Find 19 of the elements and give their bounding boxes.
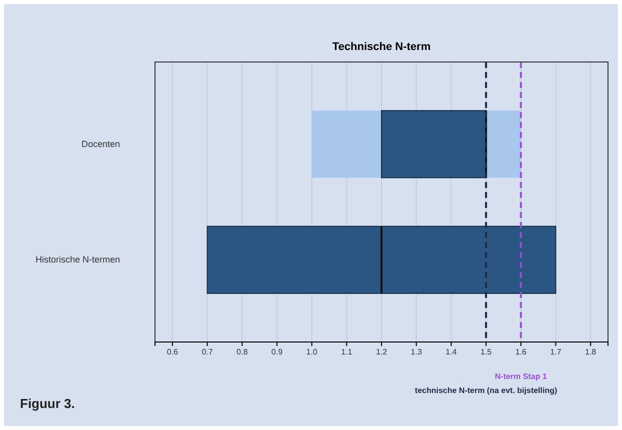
x-tick-label: 0.9 xyxy=(271,348,284,357)
x-tick-label: 1.3 xyxy=(410,348,422,357)
x-tick-label: 1.7 xyxy=(550,348,562,357)
ref-line-label: N-term Stap 1 xyxy=(494,372,548,381)
y-tick-label: Historische N-termen xyxy=(35,254,120,265)
x-tick-label: 1.4 xyxy=(446,348,458,357)
x-tick-label: 1.0 xyxy=(306,348,318,357)
chart-title: Technische N-term xyxy=(332,41,431,53)
text: Figuur 3. xyxy=(20,396,75,411)
x-tick-label: 0.8 xyxy=(236,348,248,357)
x-tick-label: 1.5 xyxy=(480,348,492,357)
x-tick-label: 1.8 xyxy=(585,348,597,357)
x-tick-label: 1.2 xyxy=(376,348,388,357)
x-tick-label: 0.6 xyxy=(166,348,179,357)
y-tick-label: Docenten xyxy=(81,139,120,150)
x-tick-label: 0.7 xyxy=(202,348,214,357)
x-tick-label: 1.1 xyxy=(341,348,353,357)
ref-line-label: technische N-term (na evt. bijstelling) xyxy=(414,386,558,395)
x-tick-label: 1.6 xyxy=(515,348,527,357)
